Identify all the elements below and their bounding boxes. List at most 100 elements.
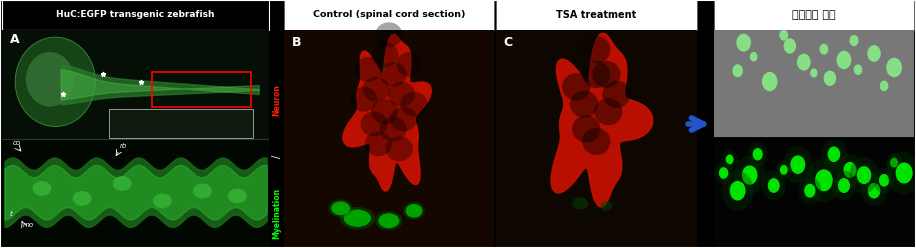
Ellipse shape (378, 213, 399, 228)
Ellipse shape (406, 204, 422, 218)
Ellipse shape (16, 37, 95, 126)
Ellipse shape (363, 77, 390, 102)
Ellipse shape (379, 117, 407, 141)
Ellipse shape (594, 98, 623, 125)
Circle shape (867, 183, 880, 199)
Bar (284, 0, 494, 30)
Ellipse shape (400, 92, 428, 117)
Polygon shape (343, 34, 431, 191)
Circle shape (797, 54, 811, 71)
Ellipse shape (371, 42, 398, 67)
Ellipse shape (371, 99, 398, 124)
Text: 신경세포 분리: 신경세포 분리 (792, 10, 835, 20)
Circle shape (828, 147, 840, 162)
Circle shape (725, 155, 734, 164)
Polygon shape (551, 33, 653, 207)
Circle shape (856, 166, 871, 184)
Ellipse shape (332, 201, 350, 215)
Bar (714, 139, 914, 248)
Ellipse shape (153, 193, 171, 208)
Circle shape (714, 161, 733, 185)
Text: Myelination: Myelination (272, 187, 281, 239)
Circle shape (861, 175, 887, 206)
Text: Control (spinal cord section): Control (spinal cord section) (312, 10, 465, 19)
Ellipse shape (376, 211, 402, 230)
Circle shape (768, 178, 780, 193)
Ellipse shape (228, 188, 246, 203)
Ellipse shape (350, 87, 377, 112)
Circle shape (823, 71, 836, 86)
Circle shape (742, 165, 758, 185)
Bar (714, 30, 914, 138)
Ellipse shape (365, 131, 392, 156)
Circle shape (879, 81, 889, 91)
Ellipse shape (72, 191, 92, 206)
Ellipse shape (390, 107, 417, 131)
Ellipse shape (33, 181, 51, 196)
Circle shape (783, 38, 796, 54)
Text: A: A (10, 33, 19, 46)
Ellipse shape (376, 22, 402, 47)
Ellipse shape (603, 81, 630, 108)
Circle shape (780, 30, 788, 41)
Text: B: B (292, 36, 302, 49)
Circle shape (747, 142, 768, 167)
Circle shape (887, 152, 916, 194)
Ellipse shape (593, 61, 620, 88)
Ellipse shape (570, 91, 598, 118)
Ellipse shape (387, 82, 415, 107)
Bar (496, 0, 697, 30)
Circle shape (890, 158, 898, 168)
Text: co: co (13, 140, 21, 146)
Ellipse shape (26, 52, 74, 107)
Circle shape (750, 52, 758, 62)
Ellipse shape (344, 210, 371, 227)
Circle shape (867, 45, 881, 62)
Ellipse shape (403, 202, 425, 220)
Circle shape (783, 146, 812, 183)
Bar (496, 30, 697, 248)
Circle shape (849, 35, 858, 46)
Circle shape (730, 181, 746, 201)
Circle shape (791, 155, 805, 174)
Circle shape (815, 169, 833, 191)
Text: TSA treatment: TSA treatment (556, 10, 637, 20)
Circle shape (837, 154, 863, 186)
Circle shape (886, 58, 902, 77)
Circle shape (776, 160, 791, 180)
Circle shape (806, 158, 842, 202)
Circle shape (820, 44, 828, 55)
Ellipse shape (562, 73, 590, 100)
Circle shape (854, 64, 862, 75)
Circle shape (836, 51, 851, 69)
Bar (2, 30, 269, 139)
Ellipse shape (354, 57, 381, 82)
Circle shape (886, 153, 902, 172)
Text: t: t (10, 211, 13, 217)
Ellipse shape (583, 36, 610, 63)
Ellipse shape (328, 199, 353, 217)
Text: mo: mo (23, 222, 35, 228)
Bar (2, 0, 269, 30)
Circle shape (722, 150, 737, 169)
Circle shape (844, 162, 856, 178)
Text: rb: rb (119, 143, 127, 149)
Ellipse shape (572, 197, 588, 210)
Circle shape (799, 177, 822, 205)
Ellipse shape (600, 201, 613, 211)
Circle shape (810, 68, 818, 77)
Circle shape (719, 167, 728, 179)
Ellipse shape (572, 115, 600, 143)
Ellipse shape (193, 184, 212, 198)
Ellipse shape (583, 128, 610, 155)
Circle shape (722, 171, 754, 210)
Circle shape (832, 171, 856, 200)
Ellipse shape (583, 61, 610, 88)
Ellipse shape (113, 176, 132, 191)
Text: HuC:EGFP transgenic zebrafish: HuC:EGFP transgenic zebrafish (56, 10, 215, 19)
Bar (284, 30, 494, 248)
Text: Neuron: Neuron (272, 84, 281, 116)
Circle shape (736, 34, 751, 52)
Bar (2, 139, 269, 248)
Circle shape (753, 148, 763, 160)
